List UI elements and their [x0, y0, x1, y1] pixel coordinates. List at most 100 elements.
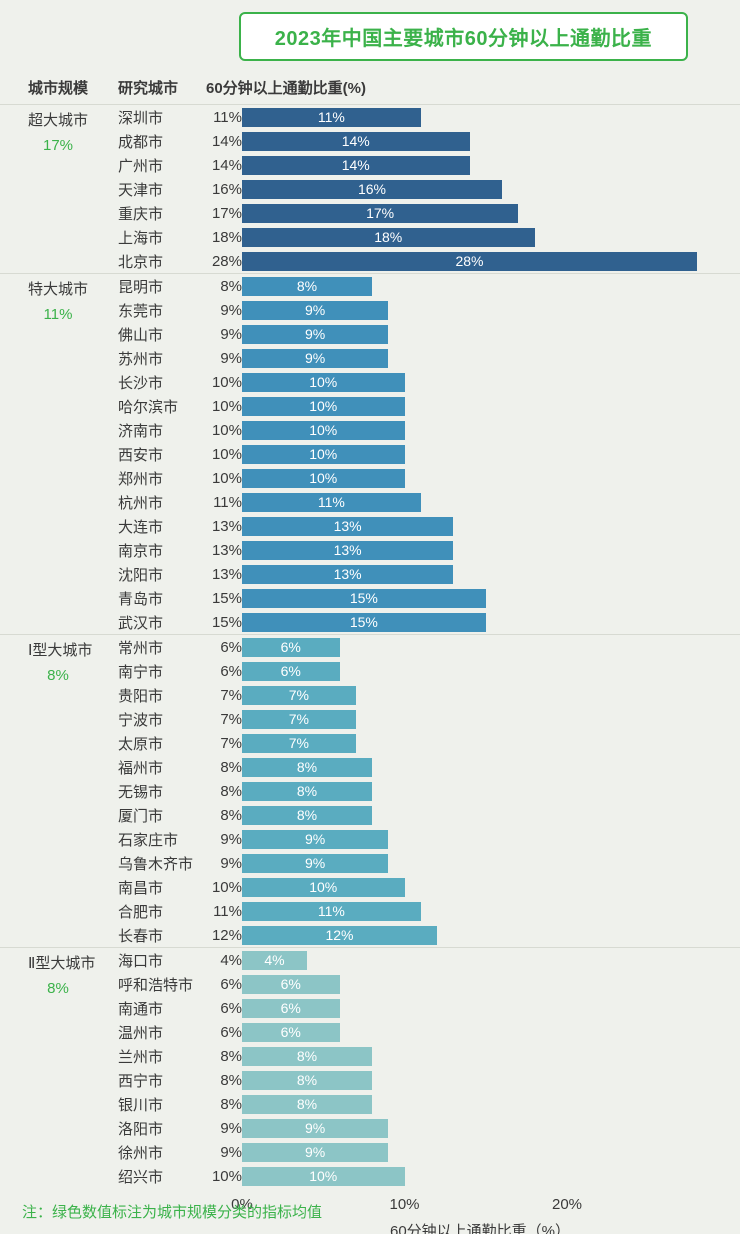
city-name: 南京市 — [118, 542, 164, 560]
city-name: 广州市 — [118, 157, 164, 175]
bar: 6% — [242, 974, 340, 994]
bar-area: 10% — [242, 1166, 740, 1186]
city-row: 西宁市 8% 8% — [0, 1068, 740, 1092]
city-row: 武汉市 15% 15% — [0, 610, 740, 634]
bar: 8% — [242, 1046, 372, 1066]
group-name: Ⅱ型大城市 — [28, 955, 96, 972]
city-value: 7% — [220, 686, 242, 704]
city-row: 大连市 13% 13% — [0, 514, 740, 538]
city-row: 海口市 4% 4% — [0, 948, 740, 972]
bar: 10% — [242, 468, 405, 488]
bar-label: 9% — [305, 302, 326, 318]
city-value: 7% — [220, 710, 242, 728]
bar-label: 8% — [296, 1072, 318, 1088]
city-name: 常州市 — [118, 639, 164, 657]
footnote: 注：绿色数值标注为城市规模分类的指标均值 — [22, 1204, 323, 1221]
group-name: Ⅰ型大城市 — [28, 642, 93, 659]
city-row: 乌鲁木齐市 9% 9% — [0, 851, 740, 875]
city-name: 福州市 — [118, 759, 164, 777]
bar-label: 17% — [366, 205, 395, 221]
city-value: 7% — [220, 734, 242, 752]
city-value: 11% — [213, 493, 242, 511]
bar: 13% — [242, 516, 454, 536]
city-name: 青岛市 — [118, 590, 164, 608]
bar-area: 9% — [242, 348, 740, 368]
city-name: 成都市 — [118, 133, 164, 151]
bar-area: 6% — [242, 661, 740, 681]
city-row: 南宁市 6% 6% — [0, 659, 740, 683]
bar-label: 10% — [309, 470, 338, 486]
city-row: 哈尔滨市 10% 10% — [0, 394, 740, 418]
city-value: 10% — [211, 469, 242, 487]
bar: 10% — [242, 396, 405, 416]
group-section: Ⅰ型大城市 8% 常州市 6% 6% 南宁市 6% 6% 贵阳市 7% 7% 宁波市 7% 7% 太原市 7%… — [0, 634, 740, 947]
bar: 4% — [242, 950, 307, 970]
city-name: 大连市 — [118, 518, 164, 536]
city-value: 8% — [220, 758, 242, 776]
city-value: 11% — [213, 108, 242, 126]
city-row: 石家庄市 9% 9% — [0, 827, 740, 851]
bar: 8% — [242, 781, 372, 801]
column-headers: 城市规模 研究城市 60分钟以上通勤比重(%) — [0, 77, 740, 98]
group-label: Ⅱ型大城市 8% — [28, 952, 95, 997]
bar-label: 13% — [333, 518, 362, 534]
city-name: 银川市 — [118, 1096, 164, 1114]
bar: 6% — [242, 661, 340, 681]
bar-label: 10% — [309, 422, 338, 438]
bar-label: 9% — [305, 326, 326, 342]
bar-area: 6% — [242, 1022, 740, 1042]
bar: 10% — [242, 1166, 405, 1186]
city-name: 绍兴市 — [118, 1168, 164, 1186]
chart-title-box: 2023年中国主要城市60分钟以上通勤比重 — [238, 12, 688, 61]
city-value: 14% — [211, 132, 242, 150]
city-name: 洛阳市 — [118, 1120, 164, 1138]
bar-area: 8% — [242, 757, 740, 777]
bar-area: 14% — [242, 155, 740, 175]
bar: 11% — [242, 901, 421, 921]
bar-area: 10% — [242, 877, 740, 897]
bar: 10% — [242, 877, 405, 897]
bar-area: 10% — [242, 372, 740, 392]
city-name: 乌鲁木齐市 — [118, 855, 194, 873]
city-value: 10% — [211, 421, 242, 439]
bar-label: 18% — [374, 229, 403, 245]
group-average: 11% — [43, 306, 73, 323]
city-row: 北京市 28% 28% — [0, 249, 740, 273]
city-row: 徐州市 9% 9% — [0, 1140, 740, 1164]
city-row: 广州市 14% 14% — [0, 153, 740, 177]
city-row: 温州市 6% 6% — [0, 1020, 740, 1044]
bar: 13% — [242, 540, 454, 560]
bar-area: 10% — [242, 420, 740, 440]
bar: 6% — [242, 998, 340, 1018]
bar-area: 8% — [242, 1046, 740, 1066]
city-row: 厦门市 8% 8% — [0, 803, 740, 827]
city-value: 10% — [211, 397, 242, 415]
bar-area: 7% — [242, 709, 740, 729]
city-value: 28% — [211, 252, 242, 270]
group-name: 超大城市 — [28, 112, 89, 129]
bar-label: 13% — [333, 566, 362, 582]
bar-area: 4% — [242, 950, 740, 970]
city-name: 温州市 — [118, 1024, 164, 1042]
bar: 15% — [242, 588, 486, 608]
bar-area: 11% — [242, 901, 740, 921]
city-value: 12% — [211, 926, 242, 944]
city-row: 南通市 6% 6% — [0, 996, 740, 1020]
bar-label: 11% — [317, 903, 345, 919]
bar: 9% — [242, 348, 389, 368]
x-axis-tick: 10% — [389, 1196, 420, 1213]
bar-label: 10% — [309, 398, 338, 414]
city-row: 东莞市 9% 9% — [0, 298, 740, 322]
header-research-city: 研究城市 — [118, 80, 179, 97]
bar-label: 8% — [296, 1096, 318, 1112]
city-name: 天津市 — [118, 181, 164, 199]
bar-area: 6% — [242, 998, 740, 1018]
city-name: 济南市 — [118, 422, 164, 440]
bar: 8% — [242, 805, 372, 825]
bar-area: 15% — [242, 612, 740, 632]
city-name: 徐州市 — [118, 1144, 164, 1162]
city-row: 呼和浩特市 6% 6% — [0, 972, 740, 996]
bar-area: 10% — [242, 444, 740, 464]
bar-area: 9% — [242, 324, 740, 344]
